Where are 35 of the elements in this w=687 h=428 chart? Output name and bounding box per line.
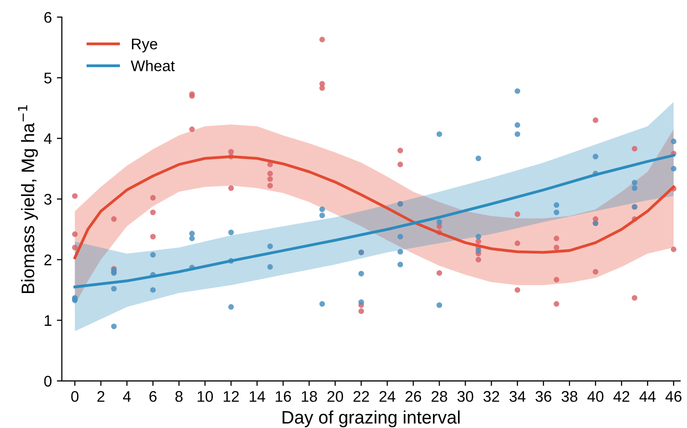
x-tick-label: 34	[510, 391, 526, 402]
legend-label: Wheat	[130, 60, 175, 72]
x-tick-label: 24	[380, 391, 396, 402]
x-axis-title: Day of grazing interval	[282, 410, 460, 428]
x-tick-label: 28	[432, 391, 448, 402]
x-tick-label: 44	[639, 391, 656, 402]
x-tick-label: 22	[353, 391, 369, 402]
y-tick-label: 0	[44, 376, 52, 387]
x-tick-label: 2	[97, 391, 104, 402]
y-tick-label: 6	[44, 12, 52, 23]
x-tick-label: 32	[483, 391, 500, 402]
x-tick-label: 46	[665, 391, 682, 402]
x-tick-label: 10	[198, 391, 213, 402]
legend-label: Rye	[132, 38, 158, 52]
y-tick-label: 2	[44, 254, 52, 266]
x-tick-label: 38	[562, 391, 578, 402]
x-tick-label: 14	[250, 391, 266, 402]
y-tick-label: 3	[44, 194, 52, 205]
x-tick-label: 20	[327, 391, 344, 402]
x-tick-label: 12	[224, 391, 239, 402]
x-tick-label: 8	[175, 391, 183, 402]
x-tick-label: 4	[123, 391, 131, 402]
x-tick-label: 42	[613, 391, 630, 402]
x-tick-label: 26	[406, 391, 422, 402]
x-tick-label: 6	[149, 391, 157, 402]
x-tick-label: 36	[536, 391, 552, 402]
y-axis-title: Biomass yield, Mg ha$^{−1}$	[18, 105, 38, 294]
x-tick-label: 16	[276, 391, 291, 402]
y-tick-label: 4	[44, 133, 52, 144]
x-tick-label: 40	[587, 391, 604, 402]
y-tick-label: 5	[44, 72, 52, 84]
y-tick-label: 1	[44, 315, 52, 326]
x-tick-label: 30	[457, 391, 474, 402]
x-tick-label: 18	[302, 391, 317, 402]
x-tick-label: 0	[71, 391, 78, 402]
